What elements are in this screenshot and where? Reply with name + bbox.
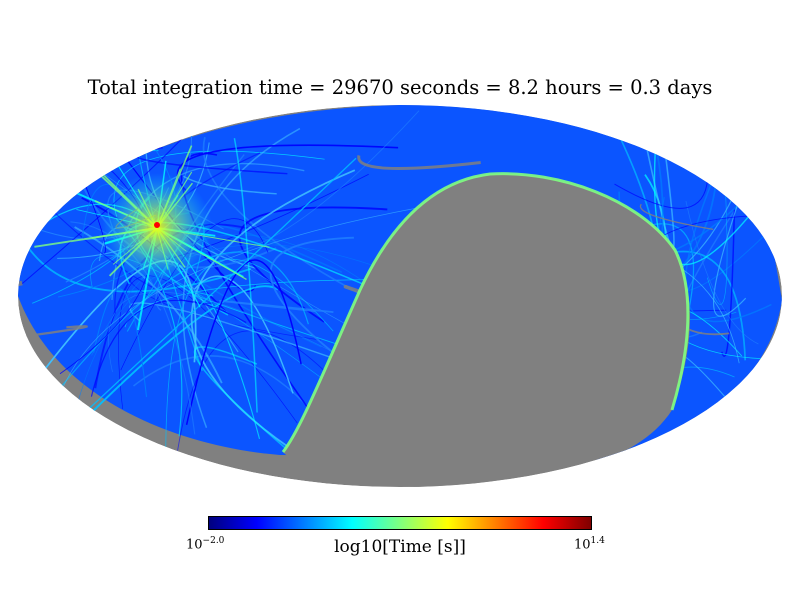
chart-title: Total integration time = 29670 seconds =… <box>87 76 713 99</box>
scan-track <box>712 161 754 317</box>
scan-track <box>194 275 294 394</box>
unobserved-region <box>283 173 690 487</box>
scan-track <box>721 208 736 357</box>
coverage-gap <box>639 203 714 231</box>
scan-track <box>714 136 738 187</box>
colorbar-max-label: 101.4 <box>574 536 605 553</box>
scan-track <box>193 346 291 453</box>
sky-coverage <box>18 105 782 487</box>
scan-track <box>91 234 419 356</box>
scan-track <box>185 259 302 425</box>
colorbar-label: log10[Time [s]] <box>334 537 466 557</box>
colorbar <box>208 516 592 530</box>
scan-track <box>269 236 354 368</box>
coverage-gap <box>18 325 88 349</box>
scan-track <box>22 239 252 293</box>
scan-track <box>685 201 759 345</box>
coverage-gap <box>18 405 58 436</box>
scan-track <box>129 302 353 366</box>
scan-track <box>90 299 247 397</box>
scan-track <box>219 299 334 313</box>
coverage-gap <box>131 454 178 478</box>
scan-track <box>60 204 434 394</box>
hotspot-peak <box>154 222 160 228</box>
scan-track <box>233 138 258 413</box>
scan-track <box>93 288 148 397</box>
coverage-gap <box>109 123 161 151</box>
coverage-gap <box>208 453 274 466</box>
scan-track <box>202 136 391 311</box>
colorbar-min-label: 10−2.0 <box>186 536 225 553</box>
boundary-arc <box>281 172 690 453</box>
scan-track <box>69 285 279 435</box>
scan-track <box>202 224 343 274</box>
scan-track <box>82 157 357 415</box>
scan-track <box>124 279 392 328</box>
coverage-gap <box>357 154 481 170</box>
scan-track <box>74 226 223 384</box>
